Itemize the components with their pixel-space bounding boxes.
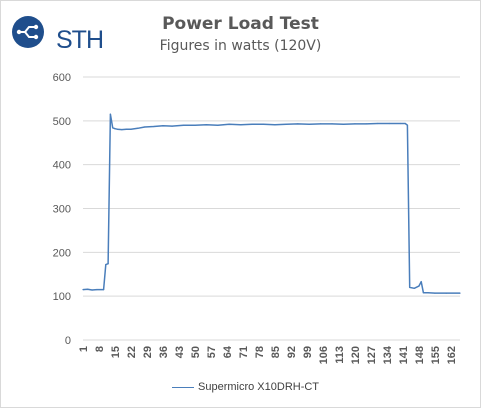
x-tick-label: 134 xyxy=(382,345,394,364)
x-tick-label: 148 xyxy=(414,346,426,364)
y-tick-label: 100 xyxy=(53,291,71,303)
data-point xyxy=(399,122,402,125)
data-point xyxy=(228,123,230,125)
data-point xyxy=(445,292,447,294)
x-tick-label: 92 xyxy=(286,346,298,358)
chart-title: Power Load Test xyxy=(162,14,319,34)
data-point xyxy=(420,281,422,283)
x-tick-label: 8 xyxy=(94,346,106,352)
data-point xyxy=(217,124,219,126)
data-point xyxy=(388,122,390,125)
x-tick-label: 15 xyxy=(110,346,122,358)
data-point xyxy=(171,125,173,127)
x-tick-label: 78 xyxy=(254,346,266,358)
data-point xyxy=(459,292,461,294)
data-point xyxy=(404,122,406,125)
data-point xyxy=(320,123,322,125)
data-point xyxy=(182,124,185,126)
data-point xyxy=(82,288,84,291)
series-layer xyxy=(82,113,461,294)
x-tick-label: 64 xyxy=(222,345,234,358)
y-tick-label: 300 xyxy=(53,204,71,216)
y-tick-label: 500 xyxy=(53,116,71,128)
y-tick-label: 0 xyxy=(65,335,71,347)
x-tick-label: 57 xyxy=(206,346,218,358)
data-point xyxy=(274,124,276,126)
data-point xyxy=(91,289,93,291)
y-tick-label: 400 xyxy=(53,160,71,172)
x-tick-label: 43 xyxy=(174,346,186,358)
data-point xyxy=(96,288,98,291)
y-tick-label: 600 xyxy=(53,72,71,84)
data-point xyxy=(86,288,89,290)
data-point xyxy=(409,286,411,288)
x-tick-label: 127 xyxy=(366,346,378,364)
legend-swatch xyxy=(172,386,194,388)
x-tick-label: 141 xyxy=(398,346,410,364)
data-point xyxy=(102,288,105,291)
x-tick-label: 36 xyxy=(158,346,170,358)
data-point xyxy=(377,122,379,125)
data-point xyxy=(109,113,112,115)
x-tick-label: 71 xyxy=(238,346,250,358)
data-point xyxy=(342,123,345,125)
chart-subtitle: Figures in watts (120V) xyxy=(159,38,322,54)
x-tick-label: 106 xyxy=(318,346,330,364)
data-point xyxy=(112,127,114,129)
y-tick-label: 200 xyxy=(53,247,71,259)
data-point xyxy=(240,124,242,126)
data-point xyxy=(137,127,139,129)
data-point xyxy=(418,285,420,287)
x-tick-label: 162 xyxy=(446,346,458,364)
data-point xyxy=(251,123,253,125)
x-tick-label: 1 xyxy=(78,346,90,352)
x-axis-ticks: 1 8 15 22 29 36 43 50 57 64 71 78 85 92 99 106 113 120 127… xyxy=(78,345,458,364)
x-tick-label: 120 xyxy=(350,346,362,364)
data-point xyxy=(130,128,132,130)
data-point xyxy=(262,123,265,125)
data-point xyxy=(434,292,436,294)
data-point xyxy=(116,128,118,130)
data-point xyxy=(107,263,109,265)
circuit-logo-icon xyxy=(12,16,44,48)
legend-label: Supermicro X10DRH-CT xyxy=(198,381,320,393)
data-point xyxy=(125,128,128,130)
data-point xyxy=(114,128,116,130)
data-point xyxy=(365,123,367,125)
gridlines xyxy=(83,76,460,341)
data-point xyxy=(406,124,409,126)
x-tick-label: 99 xyxy=(302,346,314,358)
x-tick-label: 50 xyxy=(190,346,202,358)
logo-text: STH xyxy=(56,26,104,54)
data-point xyxy=(162,125,164,127)
data-point xyxy=(285,123,287,125)
x-tick-label: 155 xyxy=(430,346,442,364)
data-point xyxy=(422,292,425,294)
data-point xyxy=(121,129,123,131)
data-point xyxy=(205,124,207,126)
x-tick-label: 29 xyxy=(142,346,154,358)
data-point xyxy=(427,292,429,294)
data-point xyxy=(144,126,146,128)
sth-logo: STH xyxy=(10,14,104,54)
data-point xyxy=(194,124,196,126)
legend: Supermicro X10DRH-CT xyxy=(172,381,319,393)
series-line xyxy=(82,113,460,294)
x-tick-label: 113 xyxy=(334,346,346,364)
x-tick-label: 85 xyxy=(270,346,282,358)
y-axis-ticks: 0 100 200 300 400 500 600 xyxy=(53,72,71,347)
x-tick-label: 22 xyxy=(126,346,138,358)
data-point xyxy=(413,287,415,289)
data-point xyxy=(354,123,356,125)
data-point xyxy=(153,125,155,128)
data-point xyxy=(297,123,299,125)
data-point xyxy=(331,123,333,125)
data-point xyxy=(308,123,310,125)
data-point xyxy=(105,264,107,266)
